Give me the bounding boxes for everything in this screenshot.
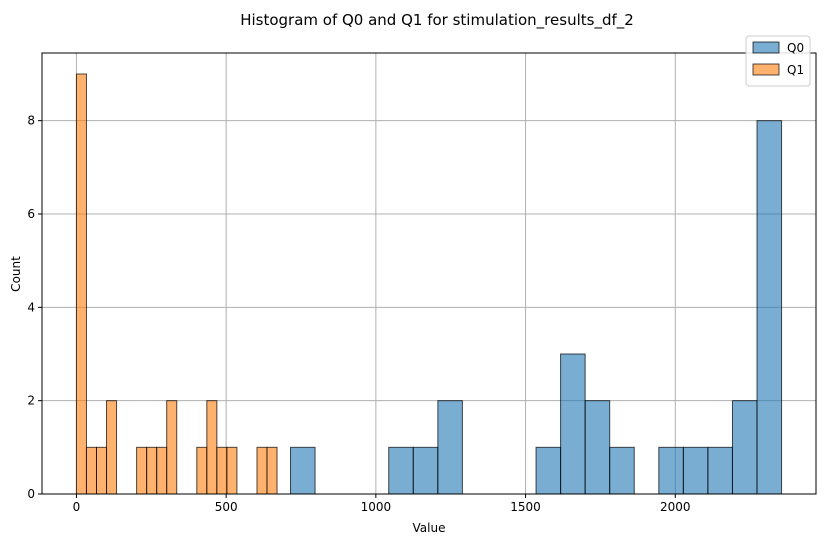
bar-q1 — [106, 400, 118, 495]
bar-q1 — [146, 446, 158, 495]
y-axis-label: Count — [9, 256, 23, 292]
legend-swatch-q1 — [752, 63, 780, 76]
x-tick-label: 0 — [73, 500, 81, 514]
bar-q1 — [226, 446, 238, 495]
bar-q1 — [95, 446, 108, 495]
bar-q0 — [290, 446, 316, 495]
bar-q1 — [216, 446, 228, 495]
bar-q0 — [707, 446, 733, 495]
legend-label-q1: Q1 — [787, 63, 804, 77]
bar-q1 — [75, 73, 87, 495]
y-tick-label: 4 — [27, 300, 35, 314]
bar-q0 — [658, 446, 684, 495]
y-tick-label: 2 — [27, 394, 35, 408]
y-tick-label: 6 — [27, 207, 35, 221]
bar-q1 — [156, 446, 168, 495]
bar-q0 — [535, 446, 562, 495]
x-tick-label: 1500 — [510, 500, 541, 514]
bar-q0 — [756, 120, 783, 495]
bar-q1 — [85, 446, 97, 495]
bar-q0 — [388, 446, 414, 495]
bar-q1 — [166, 400, 178, 495]
legend-swatch-q0 — [752, 41, 780, 54]
y-tick-label: 8 — [27, 114, 35, 128]
bar-q1 — [266, 446, 278, 495]
bar-q0 — [731, 400, 758, 495]
bar-q0 — [437, 400, 463, 495]
bar-q0 — [609, 446, 635, 495]
legend: Q0 Q1 — [745, 35, 811, 87]
bar-q1 — [196, 446, 208, 495]
x-tick-label: 500 — [215, 500, 238, 514]
bar-q0 — [412, 446, 439, 495]
legend-label-q0: Q0 — [787, 41, 804, 55]
x-axis-label: Value — [413, 521, 446, 535]
x-tick-label: 1000 — [361, 500, 392, 514]
x-tick-label: 2000 — [660, 500, 691, 514]
y-axis-ticks: 0 2 4 6 8 — [27, 114, 42, 501]
bar-q0 — [560, 353, 586, 495]
bar-q0 — [682, 446, 709, 495]
x-axis-ticks: 0 500 1000 1500 2000 — [73, 494, 691, 514]
histogram-bars — [75, 73, 783, 495]
bar-q1 — [256, 446, 268, 495]
bar-q0 — [584, 400, 611, 495]
plot-frame — [41, 52, 817, 495]
bar-q1 — [136, 446, 148, 495]
bar-q1 — [206, 400, 218, 495]
chart-title: Histogram of Q0 and Q1 for stimulation_r… — [240, 11, 634, 30]
grid-lines — [42, 53, 816, 495]
y-tick-label: 0 — [27, 487, 35, 501]
